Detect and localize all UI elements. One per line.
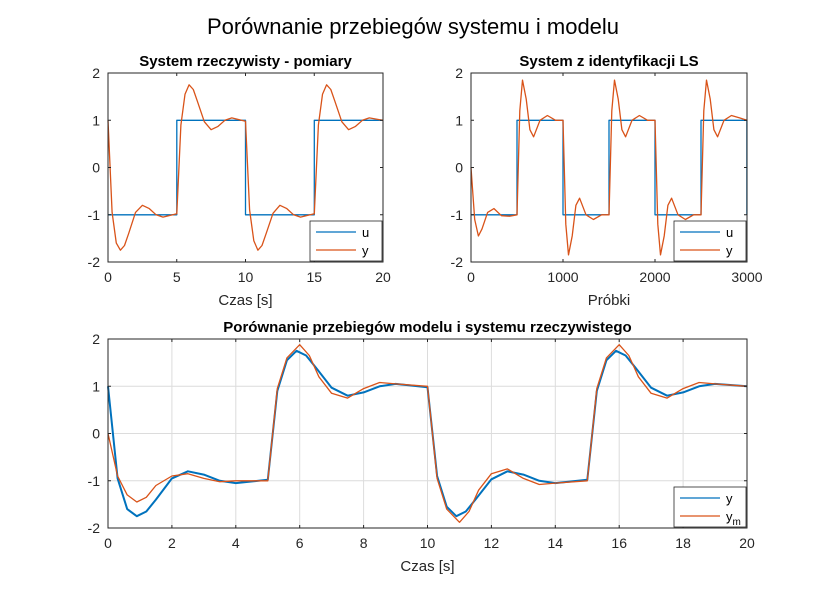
- axes-title: Porównanie przebiegów modelu i systemu r…: [223, 319, 631, 336]
- x-tick-label: 16: [611, 535, 627, 551]
- legend-label-y: y: [362, 243, 369, 258]
- axes-title: System rzeczywisty - pomiary: [139, 53, 352, 70]
- x-tick-label: 5: [173, 269, 181, 285]
- y-tick-label: 1: [92, 112, 100, 128]
- series-line-u: [108, 119, 383, 216]
- y-tick-label: 0: [92, 160, 100, 176]
- axes-measured-system: 0 5 10 15 20 -2 -1 0 1 2 System rzeczywisty - pomi…: [88, 53, 391, 309]
- series-line-ym: [107, 344, 748, 523]
- y-tick-label: -2: [88, 254, 101, 270]
- y-tick-label: -2: [451, 254, 464, 270]
- legend-box: [673, 486, 747, 528]
- x-tick-label: 4: [232, 535, 240, 551]
- legend-box: [309, 220, 383, 262]
- y-tick-label: 2: [455, 65, 463, 81]
- x-axis-label: Czas [s]: [400, 558, 454, 575]
- x-tick-label: 0: [104, 535, 112, 551]
- y-tick-label: 0: [92, 426, 100, 442]
- x-tick-label: 14: [548, 535, 564, 551]
- x-tick-label: 10: [420, 535, 436, 551]
- y-tick-label: -2: [88, 520, 101, 536]
- x-tick-label: 0: [467, 269, 475, 285]
- legend-label-y: y: [726, 491, 733, 506]
- x-tick-label: 2000: [639, 269, 670, 285]
- x-tick-label: 2: [168, 535, 176, 551]
- x-tick-label: 6: [296, 535, 304, 551]
- y-tick-label: 1: [92, 378, 100, 394]
- x-tick-label: 15: [306, 269, 322, 285]
- y-tick-label: -1: [88, 473, 101, 489]
- y-tick-label: 0: [455, 160, 463, 176]
- axes-ls-identified-system: 0 1000 2000 3000 -2 -1 0 1 2 System z identyfikac…: [451, 53, 763, 309]
- x-axis-label: Próbki: [588, 292, 631, 309]
- x-tick-label: 20: [375, 269, 391, 285]
- legend-label-u: u: [726, 225, 733, 240]
- x-tick-label: 20: [739, 535, 755, 551]
- y-tick-label: -1: [451, 207, 464, 223]
- x-tick-label: 3000: [731, 269, 762, 285]
- legend-label-u: u: [362, 225, 369, 240]
- y-tick-label: 2: [92, 65, 100, 81]
- figure-title: Porównanie przebiegów systemu i modelu: [207, 14, 619, 39]
- series-line-y: [107, 84, 384, 251]
- x-tick-label: 18: [675, 535, 691, 551]
- legend-label-y: y: [726, 243, 733, 258]
- y-tick-label: -1: [88, 207, 101, 223]
- axes-title: System z identyfikacji LS: [519, 53, 698, 70]
- x-tick-label: 10: [238, 269, 254, 285]
- y-tick-label: 1: [455, 112, 463, 128]
- x-tick-label: 1000: [547, 269, 578, 285]
- x-tick-label: 12: [484, 535, 500, 551]
- legend-box: [673, 220, 747, 262]
- y-tick-label: 2: [92, 331, 100, 347]
- series-line-u: [471, 119, 748, 216]
- x-tick-label: 0: [104, 269, 112, 285]
- x-tick-label: 8: [360, 535, 368, 551]
- x-axis-label: Czas [s]: [218, 292, 272, 309]
- series-line-y: [470, 79, 748, 256]
- legend-subscript: m: [733, 517, 741, 528]
